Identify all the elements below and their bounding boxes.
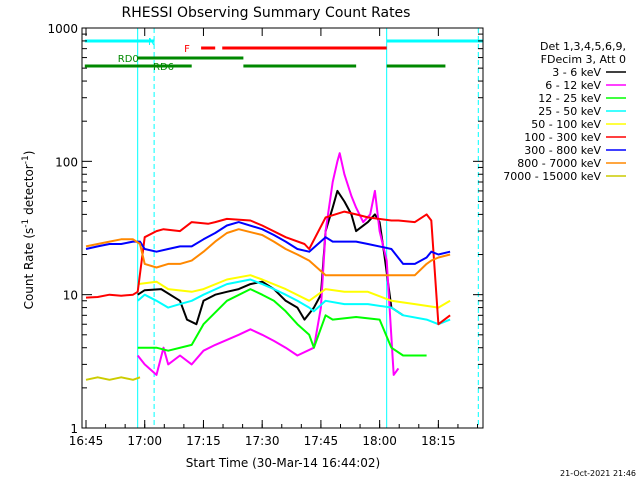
- axes: 16:45 17:00 17:15 17:30 17:45 18:00 18:15 1 10 10…: [47, 22, 484, 448]
- y-axis-label-tail: detector: [22, 164, 36, 219]
- series-line-0: [137, 189, 404, 326]
- y-tick-label-1: 10: [63, 289, 78, 303]
- legend-label-1: 6 - 12 keV: [545, 79, 601, 92]
- status-bar-label-3: RD6: [153, 62, 174, 73]
- y-axis-label-end: ): [22, 151, 36, 156]
- status-bar-label-0: N: [148, 37, 155, 48]
- status-bars: N F RD0 RD6: [84, 37, 483, 73]
- x-tick-label-3: 17:30: [245, 434, 280, 448]
- status-bar-label-2: RD0: [118, 54, 139, 65]
- x-axis-label: Start Time (30-Mar-14 16:44:02): [186, 456, 380, 470]
- series-line-5: [85, 210, 451, 326]
- legend-header-0: Det 1,3,4,5,6,9,: [540, 40, 626, 53]
- legend-label-3: 25 - 50 keV: [538, 105, 601, 118]
- series-line-7: [85, 228, 451, 277]
- legend-label-0: 3 - 6 keV: [552, 66, 601, 79]
- y-tick-label-0: 1: [70, 422, 78, 436]
- x-tick-label-1: 17:00: [127, 434, 162, 448]
- y-tick-label-3: 1000: [47, 22, 78, 36]
- x-tick-label-6: 18:15: [421, 434, 456, 448]
- legend-label-5: 100 - 300 keV: [524, 131, 601, 144]
- y-tick-label-2: 100: [55, 155, 78, 169]
- legend-label-2: 12 - 25 keV: [538, 92, 601, 105]
- plot-area: [85, 28, 479, 428]
- x-tick-label-0: 16:45: [69, 434, 104, 448]
- generated-timestamp: 21-Oct-2021 21:46: [560, 469, 636, 478]
- legend-label-7: 800 - 7000 keV: [517, 157, 601, 170]
- series-line-3: [137, 278, 451, 326]
- y-axis-label-sup2: -1: [21, 155, 31, 164]
- status-bar-label-1: F: [184, 44, 190, 55]
- series-line-4: [137, 274, 451, 309]
- legend-label-8: 7000 - 15000 keV: [503, 170, 601, 183]
- y-axis-label-sup: -1: [21, 219, 31, 228]
- series-line-2: [137, 288, 427, 357]
- legend-header-1: FDecim 3, Att 0: [541, 53, 626, 66]
- x-tick-label-2: 17:15: [186, 434, 221, 448]
- plot-frame: [81, 27, 484, 429]
- series-line-8: [85, 376, 141, 381]
- legend: Det 1,3,4,5,6,9,FDecim 3, Att 03 - 6 keV…: [503, 40, 626, 183]
- y-axis-label: Count Rate (s-1 detector-1): [21, 151, 36, 310]
- legend-label-4: 50 - 100 keV: [531, 118, 601, 131]
- chart-title: RHESSI Observing Summary Count Rates: [122, 5, 411, 21]
- series-line-6: [85, 221, 451, 265]
- legend-label-6: 300 - 800 keV: [524, 144, 601, 157]
- x-tick-label-5: 18:00: [362, 434, 397, 448]
- x-tick-label-4: 17:45: [304, 434, 339, 448]
- y-axis-label-main: Count Rate (s: [22, 228, 36, 310]
